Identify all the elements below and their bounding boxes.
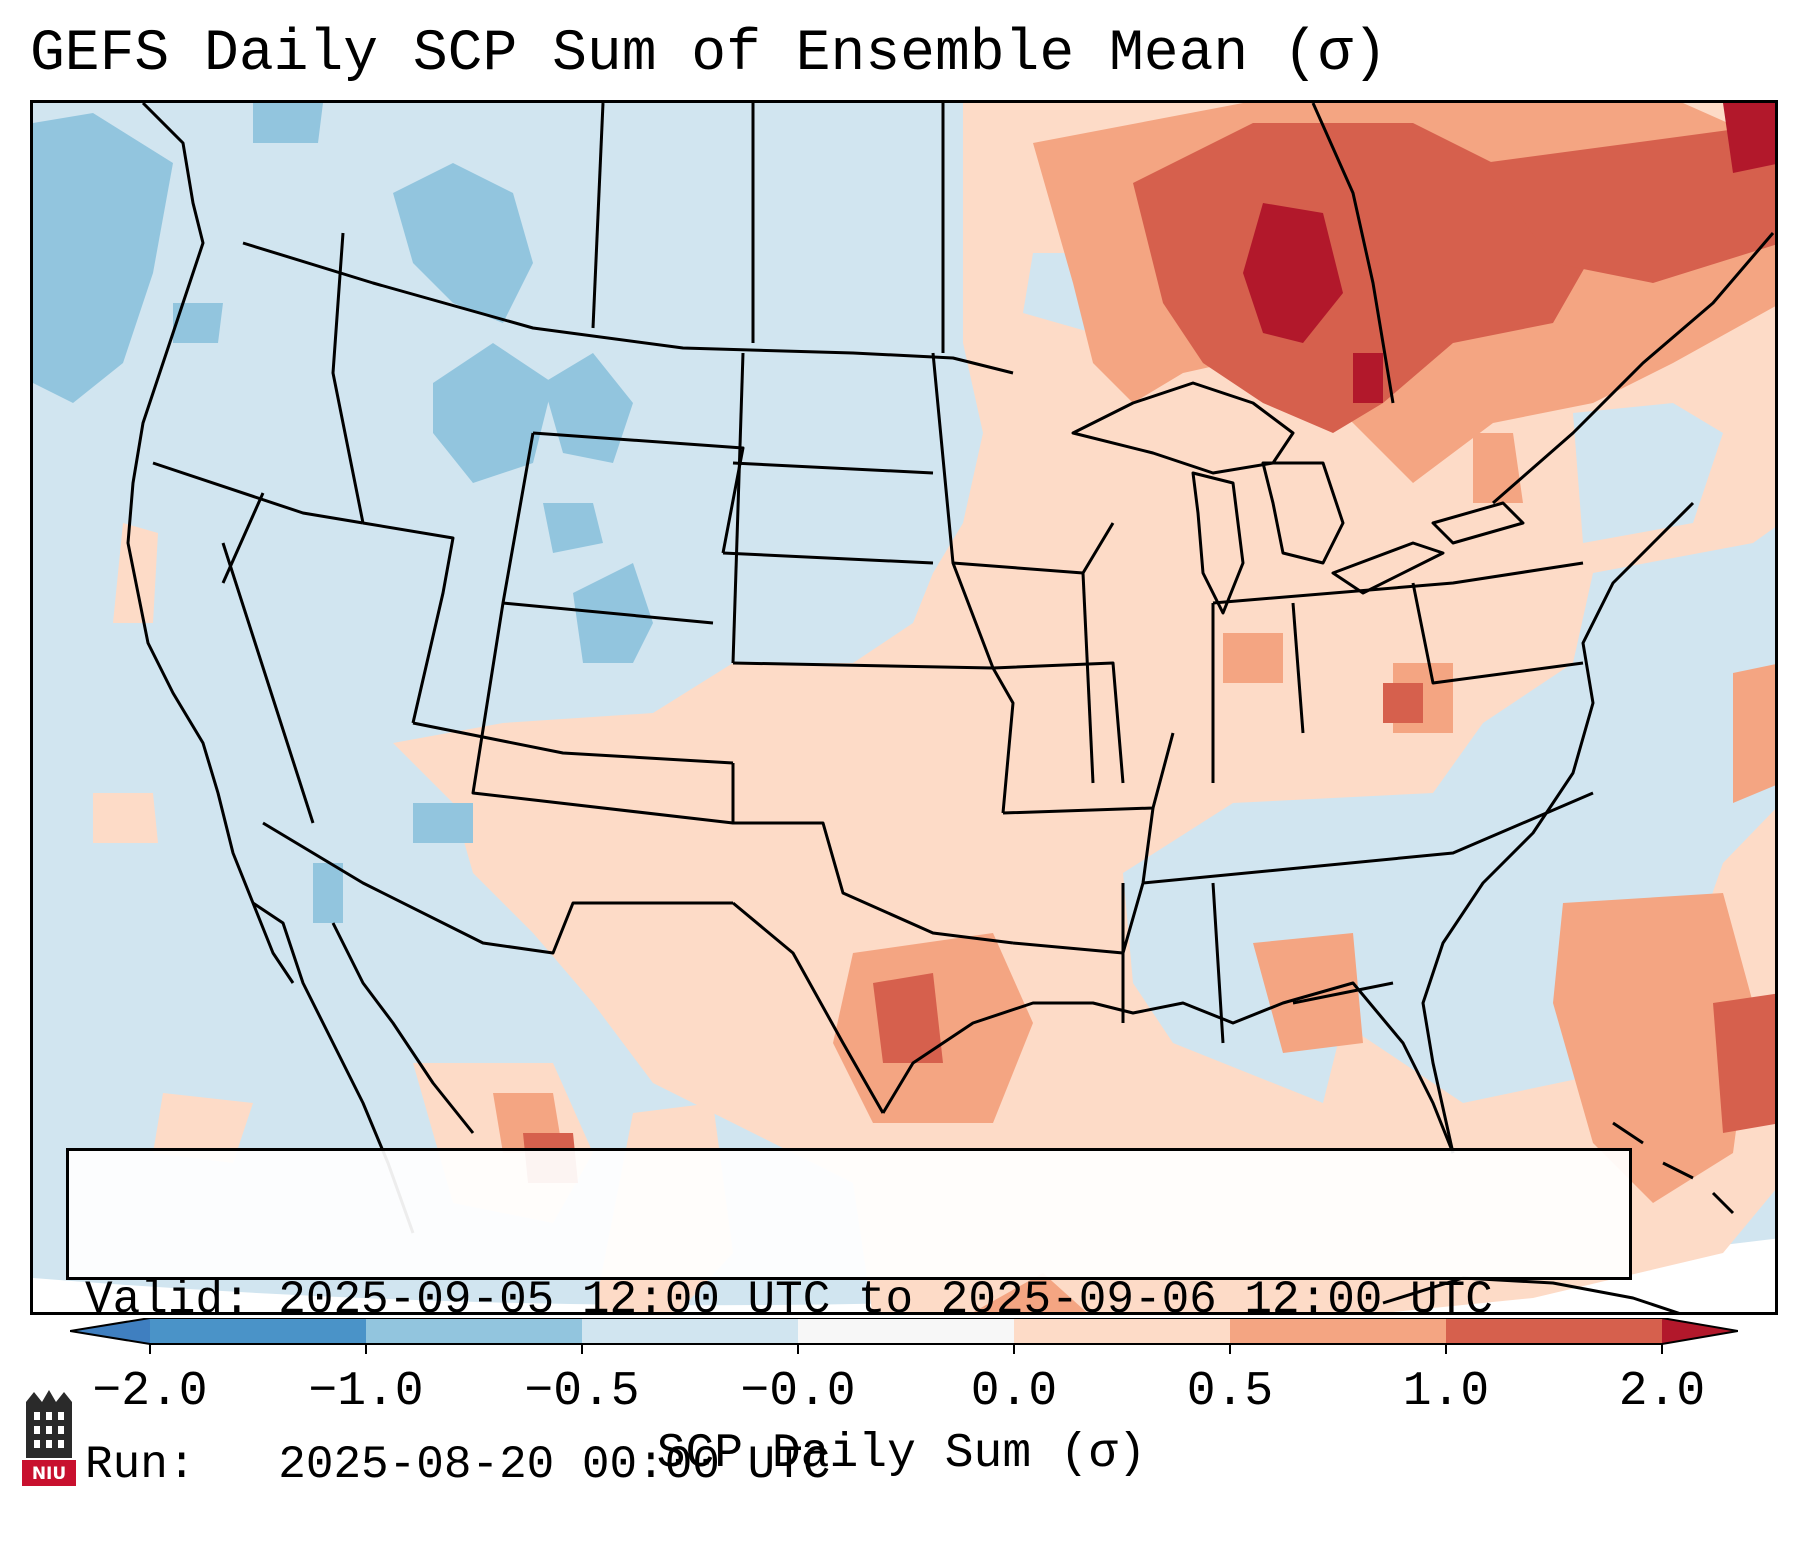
logo-windows (34, 1412, 64, 1448)
chart-title: GEFS Daily SCP Sum of Ensemble Mean (σ) (30, 22, 1388, 87)
id-wa-border (331, 232, 365, 524)
anomaly-above-2.0 (1243, 103, 1775, 403)
colorbar-bin (1230, 1318, 1446, 1344)
colorbar-extend-high (1662, 1318, 1738, 1344)
run-time-text: Run: 2025-08-20 00:00 UTC (85, 1439, 831, 1491)
nv-ut-border (362, 521, 455, 724)
colorbar-tick-label: −0.5 (524, 1365, 640, 1419)
lake-erie (1331, 541, 1445, 595)
gulf-coastline (881, 981, 1455, 1154)
co-nm (471, 602, 734, 825)
pacific-coastline (126, 103, 295, 984)
ga-fl-line (1292, 981, 1394, 1005)
colorbar-tick-label: 1.0 (1402, 1365, 1490, 1419)
st-lawrence (1492, 232, 1775, 505)
il-line (1081, 572, 1095, 784)
nd-sd-line (732, 461, 934, 475)
colorbar (70, 1318, 1738, 1354)
mo-north (992, 661, 1125, 784)
gulf-california-east (331, 922, 475, 1134)
pa-line (1411, 582, 1584, 685)
oh-pa-north (1212, 561, 1584, 605)
colorbar-bin (798, 1318, 1014, 1344)
lake-michigan (1191, 471, 1245, 615)
colorbar-bin (150, 1318, 366, 1344)
map-svg (33, 103, 1775, 1312)
lake-superior (1071, 381, 1295, 475)
az-nm-line (412, 721, 734, 765)
boundaries (126, 103, 1775, 1312)
colorbar-bin (582, 1318, 798, 1344)
ks-border (732, 661, 1015, 814)
cuba-coast (1382, 1276, 1680, 1312)
nv-west-border (221, 492, 265, 584)
colorbar-label: SCP Daily Sum (σ) (656, 1427, 1147, 1481)
bahamas (1612, 1121, 1735, 1215)
colorbar-tick-label: −2.0 (92, 1365, 208, 1419)
ok-tx-border (731, 763, 1014, 945)
colorbar-bin (366, 1318, 582, 1344)
sd-ne-col (731, 352, 745, 664)
ca-nv-border (221, 542, 315, 824)
colorbar-tick-label: 0.5 (1186, 1365, 1274, 1419)
mexico-border (262, 821, 733, 955)
or-ca-border (152, 461, 364, 525)
valid-run-info-box: Valid: 2025-09-05 12:00 UTC to 2025-09-0… (66, 1148, 1632, 1491)
oh-line (1291, 602, 1305, 734)
map-panel[interactable] (30, 100, 1778, 1315)
logo-text: NIU (31, 1464, 67, 1484)
colorbar-bin (1446, 1318, 1662, 1344)
colorbar-tick-label: −0.0 (740, 1365, 856, 1419)
niu-logo (22, 1390, 76, 1486)
sd-ne-line (722, 551, 934, 565)
logo-shield (22, 1460, 76, 1486)
rio-grande (732, 901, 885, 1114)
colorbar-tick-label: 2.0 (1618, 1365, 1706, 1419)
colorbar-tick-label: −1.0 (308, 1365, 424, 1419)
id-mt-line (591, 103, 605, 329)
canada-border-west (242, 241, 1014, 375)
colorbar-tick-label: 0.0 (970, 1365, 1058, 1419)
colorbar-ticks (149, 1344, 1663, 1354)
colorbar-extend-low (70, 1318, 150, 1344)
tn-nc-line (1142, 791, 1594, 885)
canada-province-line (1311, 103, 1395, 404)
atlantic-coastline (1421, 501, 1695, 1154)
la-ar (1012, 807, 1155, 955)
lake-ontario (1431, 501, 1525, 545)
al-line (1211, 882, 1225, 1044)
wy-north (532, 431, 745, 554)
colorbar-bin (1014, 1318, 1230, 1344)
lake-huron (1261, 461, 1345, 565)
